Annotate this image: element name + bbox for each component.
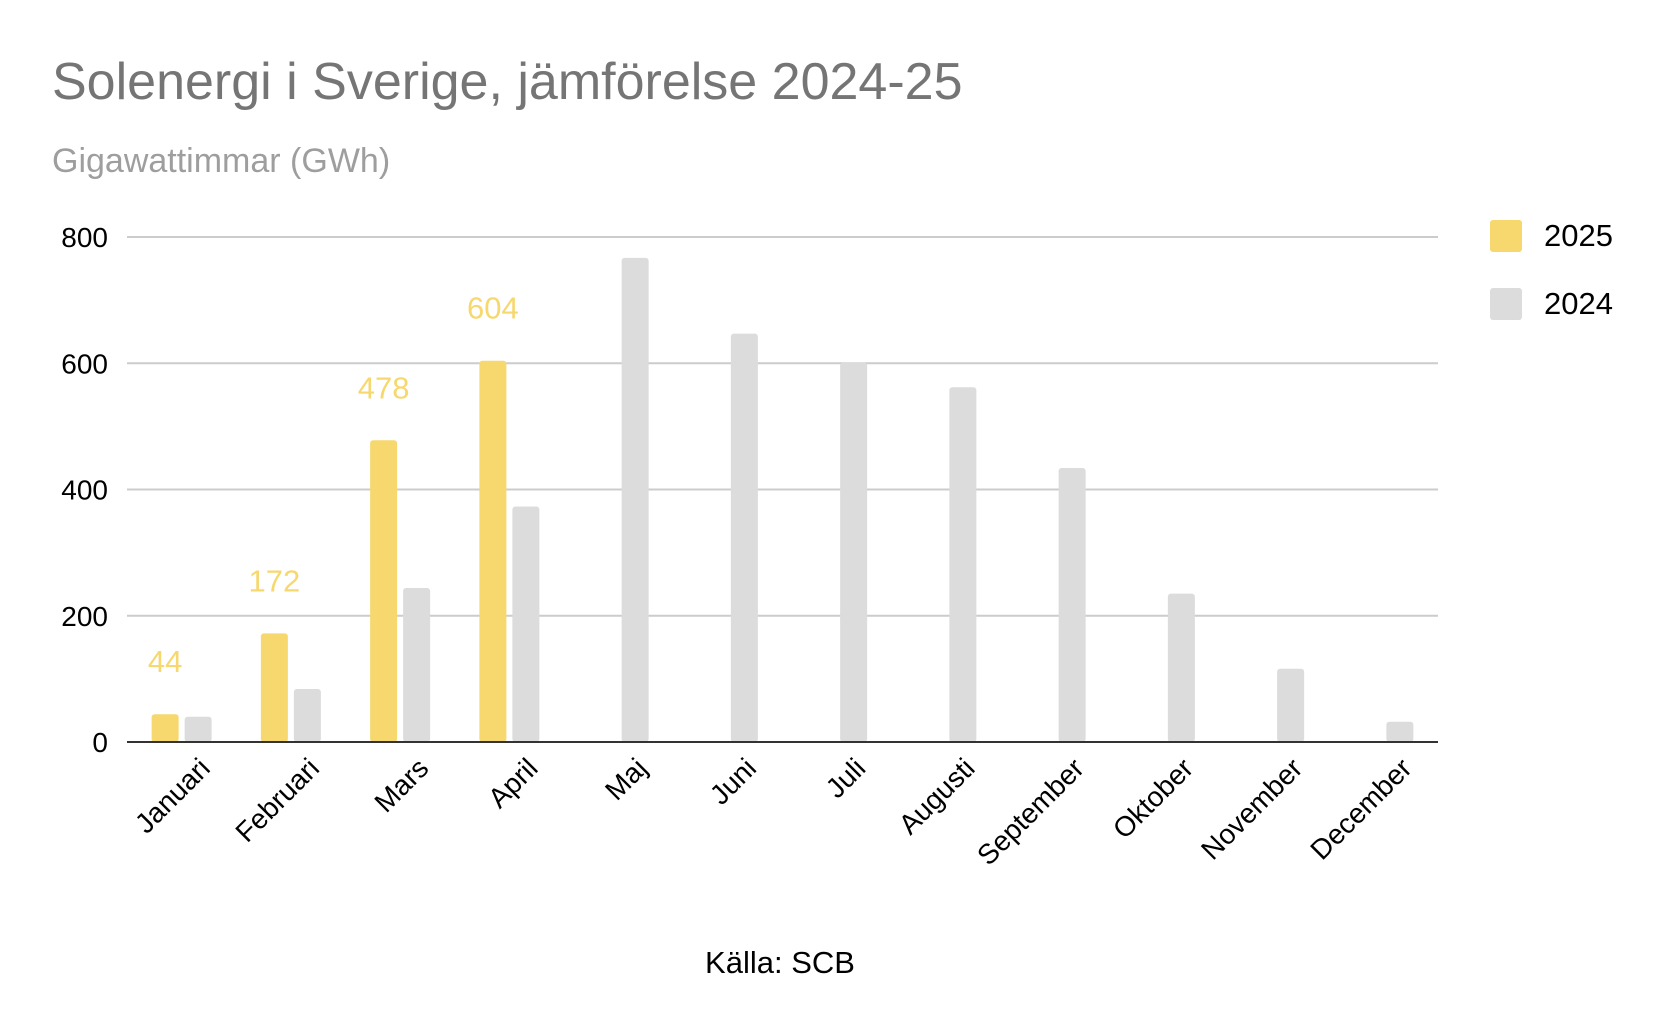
x-tick-label: April — [482, 752, 544, 814]
data-label: 478 — [358, 370, 410, 405]
y-tick-label: 800 — [61, 222, 108, 253]
x-tick-label: December — [1304, 752, 1417, 865]
y-tick-label: 200 — [61, 601, 108, 632]
legend-swatch-2025 — [1490, 220, 1522, 252]
bar-2025-mars — [370, 440, 398, 742]
bar-2025-februari — [260, 633, 288, 742]
bar-2024-juli — [840, 362, 868, 742]
y-tick-label: 600 — [61, 348, 108, 379]
x-tick-label: November — [1195, 752, 1308, 865]
bar-2024-november — [1277, 668, 1305, 742]
bar-2025-januari — [151, 714, 179, 742]
x-tick-label: Januari — [129, 752, 216, 839]
x-tick-label: Augusti — [893, 752, 981, 840]
bar-2024-februari — [293, 688, 321, 742]
data-label: 172 — [249, 563, 301, 598]
chart-source: Källa: SCB — [705, 945, 855, 980]
chart-subtitle: Gigawattimmar (GWh) — [52, 142, 391, 180]
y-tick-label: 400 — [61, 475, 108, 506]
legend-item-2025: 2025 — [1490, 216, 1613, 256]
bar-2024-januari — [184, 716, 212, 742]
x-tick-label: Juni — [704, 752, 762, 810]
bar-2024-juni — [730, 333, 758, 742]
x-tick-label: Maj — [599, 752, 653, 806]
data-label: 604 — [467, 291, 519, 326]
bar-2024-maj — [621, 257, 649, 742]
x-tick-label: September — [971, 752, 1090, 871]
x-tick-label: Oktober — [1107, 752, 1199, 844]
data-label: 44 — [148, 644, 182, 679]
legend-swatch-2024 — [1490, 288, 1522, 320]
x-tick-label: Februari — [229, 752, 325, 848]
bar-2024-mars — [403, 587, 431, 742]
bar-2024-december — [1386, 721, 1414, 742]
legend: 2025 2024 — [1490, 216, 1613, 352]
bar-2024-september — [1058, 468, 1086, 742]
bar-2024-oktober — [1167, 593, 1195, 742]
y-tick-label: 0 — [92, 727, 108, 758]
x-tick-label: Juli — [820, 752, 872, 804]
x-tick-label: Mars — [368, 752, 434, 818]
bar-2024-augusti — [949, 387, 977, 742]
legend-label-2024: 2024 — [1544, 286, 1613, 321]
legend-label-2025: 2025 — [1544, 218, 1613, 253]
chart-title: Solenergi i Sverige, jämförelse 2024-25 — [52, 53, 963, 111]
legend-item-2024: 2024 — [1490, 284, 1613, 324]
bar-2025-april — [479, 360, 507, 742]
bar-2024-april — [512, 506, 540, 742]
